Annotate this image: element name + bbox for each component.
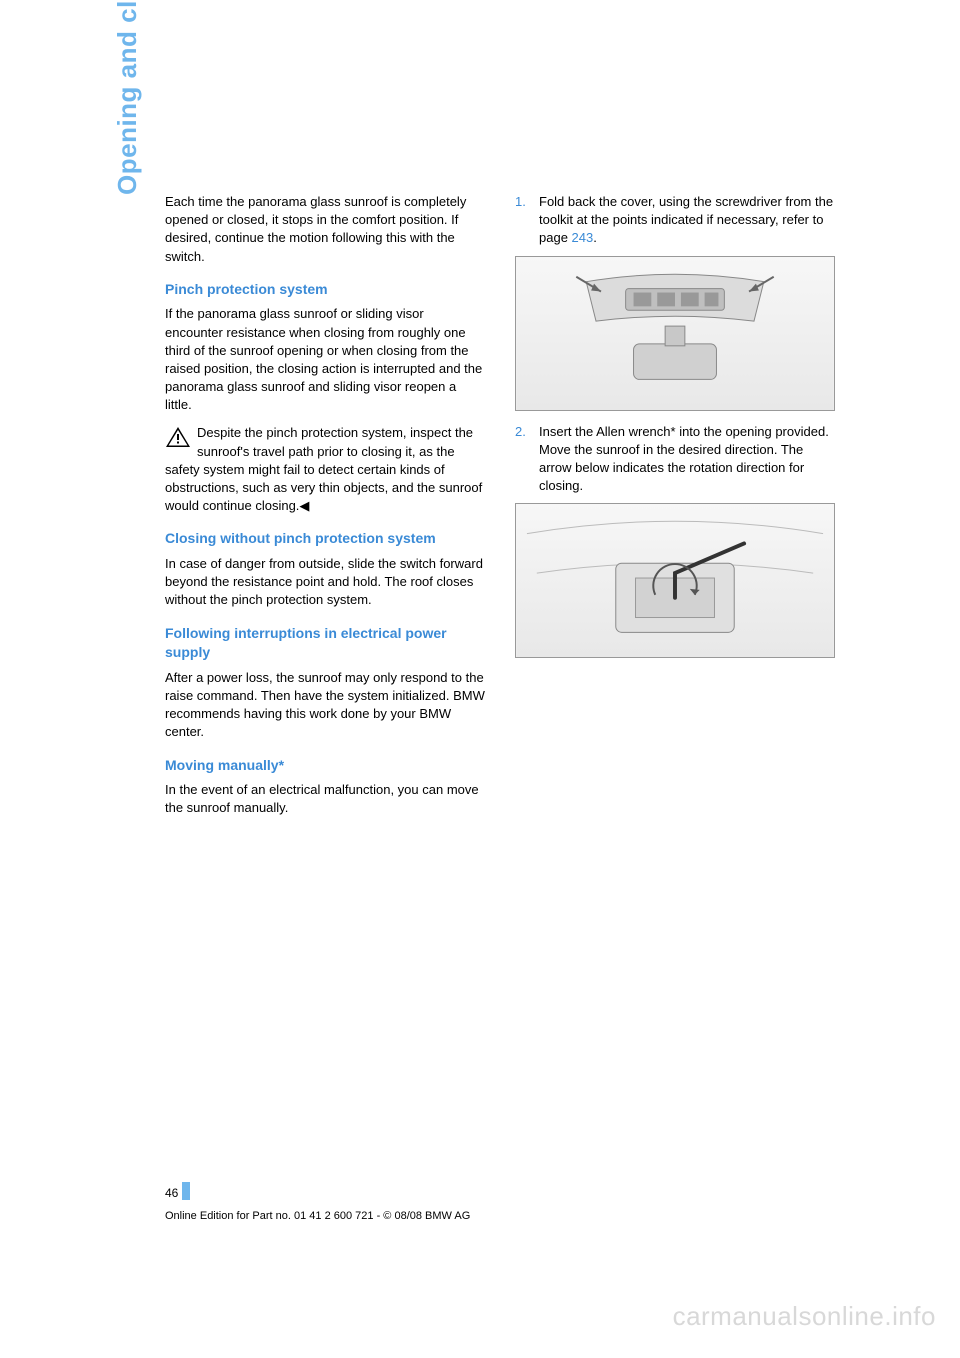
paragraph-moving-manually: In the event of an electrical malfunctio… bbox=[165, 781, 485, 817]
intro-paragraph: Each time the panorama glass sunroof is … bbox=[165, 193, 485, 266]
page-link-243[interactable]: 243 bbox=[572, 230, 594, 245]
content-area: Each time the panorama glass sunroof is … bbox=[165, 193, 837, 827]
heading-closing-without-pinch: Closing without pinch protection system bbox=[165, 529, 485, 549]
step-1-text-b: . bbox=[593, 230, 597, 245]
paragraph-pinch-protection: If the panorama glass sunroof or sliding… bbox=[165, 305, 485, 414]
page-number: 46 bbox=[165, 1186, 178, 1200]
figure-overhead-console bbox=[515, 256, 835, 411]
heading-pinch-protection: Pinch protection system bbox=[165, 280, 485, 300]
step-1: 1. Fold back the cover, using the screwd… bbox=[515, 193, 835, 248]
paragraph-power-interruption: After a power loss, the sunroof may only… bbox=[165, 669, 485, 742]
step-1-text: Fold back the cover, using the screwdriv… bbox=[539, 193, 835, 248]
section-title-vertical: Opening and closing bbox=[112, 0, 143, 195]
column-left: Each time the panorama glass sunroof is … bbox=[165, 193, 485, 827]
warning-icon bbox=[165, 426, 191, 448]
figure-allen-wrench bbox=[515, 503, 835, 658]
step-2-text: Insert the Allen wrench* into the openin… bbox=[539, 423, 835, 496]
page-number-wrap: 46 bbox=[165, 1182, 190, 1200]
watermark: carmanualsonline.info bbox=[673, 1301, 936, 1332]
step-2-number: 2. bbox=[515, 423, 529, 496]
column-right: 1. Fold back the cover, using the screwd… bbox=[515, 193, 835, 827]
section-title-text: Opening and closing bbox=[112, 0, 142, 195]
step-2: 2. Insert the Allen wrench* into the ope… bbox=[515, 423, 835, 496]
footer-text: Online Edition for Part no. 01 41 2 600 … bbox=[165, 1210, 470, 1222]
heading-power-interruption: Following interruptions in electrical po… bbox=[165, 624, 485, 663]
paragraph-closing-without-pinch: In case of danger from outside, slide th… bbox=[165, 555, 485, 610]
page: Opening and closing Each time the panora… bbox=[0, 0, 960, 1358]
step-1-number: 1. bbox=[515, 193, 529, 248]
page-number-bar bbox=[182, 1182, 190, 1200]
warning-text: Despite the pinch protection system, ins… bbox=[165, 425, 482, 513]
heading-moving-manually: Moving manually* bbox=[165, 756, 485, 776]
warning-block: Despite the pinch protection system, ins… bbox=[165, 424, 485, 515]
